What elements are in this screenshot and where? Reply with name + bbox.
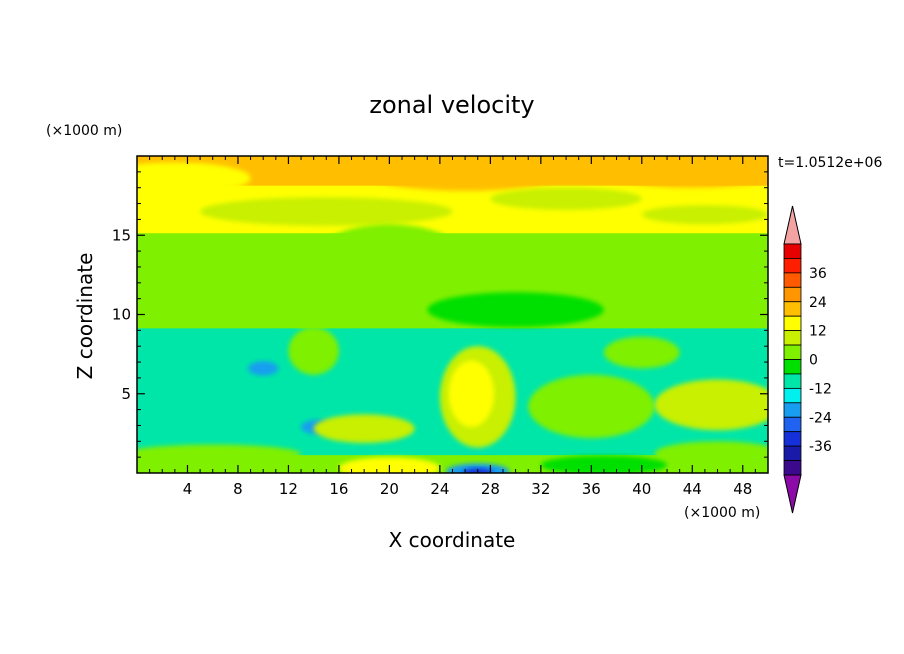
field-feature-5 — [641, 205, 768, 225]
field-feature-23 — [313, 414, 415, 443]
field-feature-19 — [448, 360, 495, 428]
field-feature-10 — [427, 292, 604, 328]
colorbar-swatch — [783, 359, 802, 375]
y-unit-label: (×1000 m) — [46, 123, 122, 139]
y-tick-label: 10 — [112, 306, 131, 324]
x-tick-label: 8 — [233, 480, 243, 498]
field-feature-0 — [137, 162, 251, 195]
x-tick-label: 16 — [329, 480, 348, 498]
colorbar-swatch — [783, 258, 802, 274]
field-feature-21 — [654, 379, 768, 431]
colorbar-label: 36 — [809, 266, 827, 282]
field-feature-25 — [654, 441, 768, 467]
field-feature-15 — [248, 361, 279, 376]
field-feature-4 — [490, 187, 642, 210]
colorbar-swatch — [783, 416, 802, 433]
colorbar-swatch — [783, 460, 802, 476]
y-axis-label: Z coordinate — [73, 253, 97, 380]
x-tick-label: 44 — [683, 480, 702, 498]
x-unit-label: (×1000 m) — [684, 505, 760, 521]
y-tick-label: 15 — [112, 226, 131, 244]
colorbar-swatch — [783, 301, 802, 317]
field-feature-1 — [351, 156, 579, 191]
x-tick-label: 12 — [279, 480, 298, 498]
x-tick-label: 32 — [531, 480, 550, 498]
x-axis: 4 8 12 16 20 24 28 32 36 40 44 48 — [149, 156, 756, 498]
colorbar-swatch — [783, 243, 802, 259]
colorbar-swatch — [783, 330, 802, 346]
field-feature-13 — [212, 354, 302, 418]
colorbar: 36 24 12 0 -12 -24 -36 — [783, 205, 832, 514]
field-feature-6 — [313, 224, 466, 294]
colorbar-label: -24 — [809, 410, 832, 426]
colorbar-swatch — [783, 387, 802, 404]
colorbar-label: 12 — [809, 324, 827, 340]
colorbar-label: 0 — [809, 353, 818, 369]
field-feature-22 — [603, 336, 680, 369]
colorbar-swatch — [783, 286, 802, 303]
colorbar-swatch — [783, 315, 802, 332]
colorbar-label: -12 — [809, 381, 832, 397]
time-label: t=1.0512e+06 — [778, 155, 882, 171]
y-axis: 5 10 15 — [112, 171, 768, 458]
field-feature-24 — [137, 444, 302, 464]
field-feature-2 — [591, 156, 768, 188]
colorbar-swatch — [783, 373, 802, 389]
field-feature-14 — [338, 338, 440, 434]
colorbar-over-arrow — [783, 205, 802, 245]
field-feature-20 — [528, 374, 655, 439]
x-tick-label: 24 — [430, 480, 449, 498]
colorbar-swatch — [783, 445, 802, 461]
field-feature-17 — [288, 327, 339, 375]
x-axis-label: X coordinate — [389, 528, 516, 552]
field-feature-29 — [540, 455, 668, 473]
x-tick-label: 4 — [183, 480, 193, 498]
colorbar-label: -36 — [809, 439, 832, 455]
field-feature-3 — [200, 197, 453, 226]
colorbar-under-arrow — [783, 474, 802, 514]
x-tick-label: 40 — [632, 480, 651, 498]
field-feature-12 — [137, 338, 238, 402]
colorbar-swatch — [783, 431, 802, 447]
y-tick-label: 5 — [121, 385, 131, 403]
x-tick-label: 48 — [733, 480, 752, 498]
chart-title: zonal velocity — [369, 91, 534, 119]
colorbar-swatch — [783, 344, 802, 360]
contour-field — [137, 156, 768, 473]
field-feature-11 — [250, 303, 377, 326]
x-tick-label: 20 — [380, 480, 399, 498]
colorbar-swatch — [783, 272, 802, 288]
x-tick-label: 28 — [481, 480, 500, 498]
field-feature-8 — [212, 276, 314, 296]
x-tick-label: 36 — [582, 480, 601, 498]
colorbar-swatch — [783, 402, 802, 418]
field-feature-9 — [679, 271, 768, 317]
colorbar-label: 24 — [809, 295, 827, 311]
